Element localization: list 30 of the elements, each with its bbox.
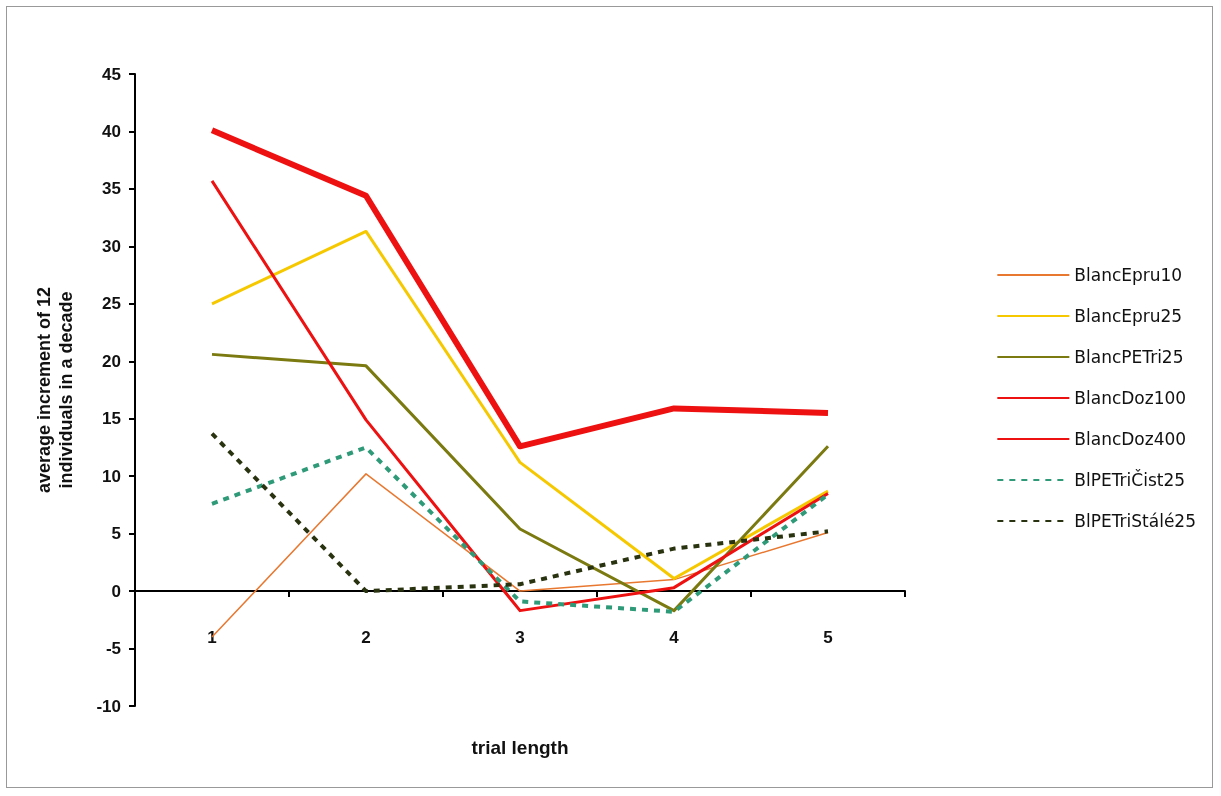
legend-label: BlancEpru10 bbox=[1074, 265, 1183, 285]
x-tick-label: 1 bbox=[207, 628, 217, 648]
x-tick-label: 5 bbox=[823, 628, 833, 648]
legend-label: BlPETriČist25 bbox=[1074, 469, 1186, 490]
x-tick-label: 2 bbox=[361, 628, 371, 648]
legend-label: BlancPETri25 bbox=[1074, 347, 1184, 367]
legend-label: BlancEpru25 bbox=[1074, 306, 1183, 326]
y-tick-label: 30 bbox=[102, 236, 121, 256]
x-tick-label: 4 bbox=[669, 628, 680, 648]
legend-label: BlancDoz400 bbox=[1074, 429, 1187, 449]
x-tick-label: 3 bbox=[515, 628, 525, 648]
y-tick-label: 10 bbox=[102, 466, 121, 486]
line-series bbox=[210, 179, 830, 613]
legend-label: BlPETriStálé25 bbox=[1074, 511, 1197, 531]
line-series bbox=[210, 352, 830, 613]
y-tick-label: 45 bbox=[102, 64, 121, 84]
y-tick-label: -5 bbox=[105, 639, 121, 659]
y-tick-label: 20 bbox=[102, 351, 121, 371]
y-tick-label: 40 bbox=[102, 121, 121, 141]
line-series bbox=[210, 431, 830, 594]
y-tick-label: 25 bbox=[102, 294, 121, 314]
y-tick-label: 15 bbox=[102, 409, 121, 429]
x-axis-title: trial length bbox=[471, 737, 569, 758]
y-tick-label: -10 bbox=[96, 696, 121, 716]
y-tick-label: 5 bbox=[111, 524, 121, 544]
line-series bbox=[210, 229, 830, 580]
y-axis-title: average increment of 12 individuals in a decade bbox=[34, 286, 76, 494]
y-tick-label: 35 bbox=[102, 179, 121, 199]
legend-label: BlancDoz100 bbox=[1074, 388, 1187, 408]
y-tick-label: 0 bbox=[111, 581, 121, 601]
